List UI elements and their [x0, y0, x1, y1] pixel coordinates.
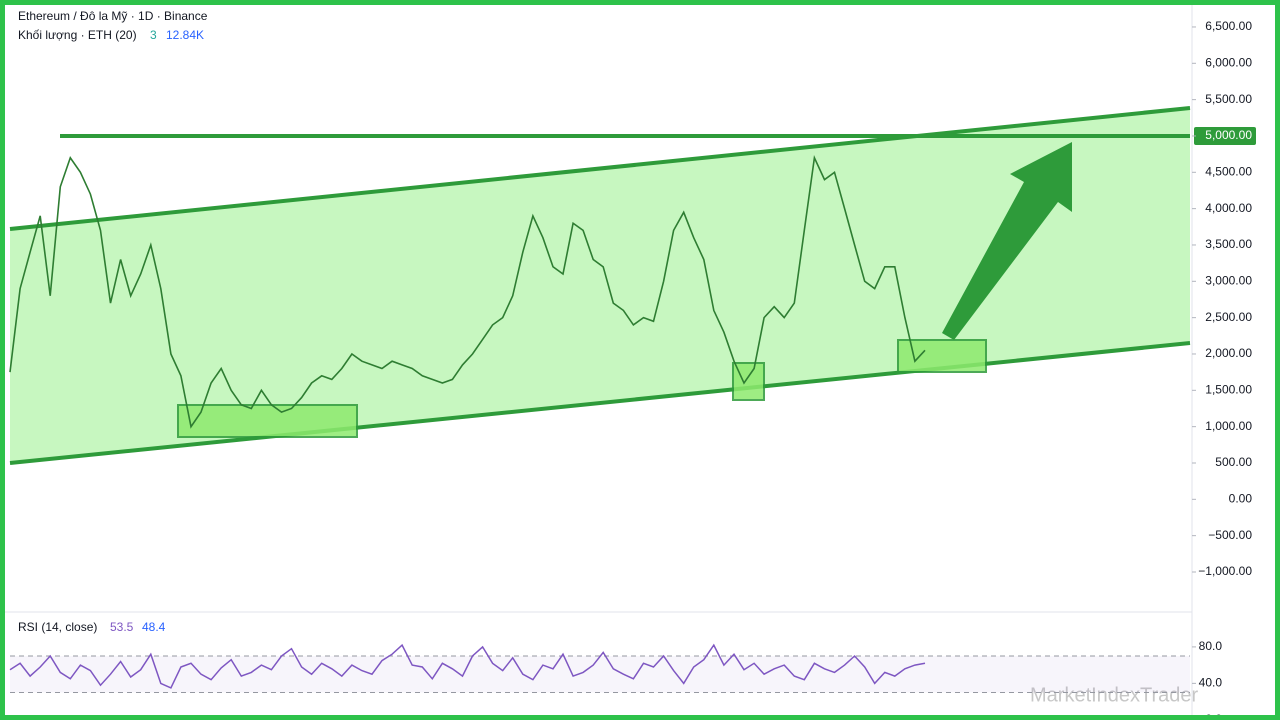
y-tick-label: −500.00	[1208, 528, 1252, 542]
price-line	[9, 154, 926, 429]
y-tick-label: 3,500.00	[1205, 237, 1252, 251]
y-tick-label: 2,500.00	[1205, 310, 1252, 324]
zone-box	[897, 339, 987, 373]
watermark: MarketIndexTrader	[1030, 684, 1199, 706]
y-tick-label: 80.0	[1199, 639, 1223, 653]
rsi-title: RSI (14, close)	[18, 620, 97, 634]
y-tick-label: 1,500.00	[1205, 382, 1252, 396]
y-tick-label: 3,000.00	[1205, 273, 1252, 287]
channel-upper	[9, 106, 1191, 231]
y-tick-label: 0.00	[1229, 491, 1253, 505]
target-arrow	[942, 142, 1072, 340]
rsi-ma-value: 48.4	[142, 620, 166, 634]
channel-lower	[9, 341, 1191, 465]
tick-highlight	[1194, 126, 1256, 145]
y-tick-label: 4,000.00	[1205, 201, 1252, 215]
y-tick-label: −1,000.00	[1198, 564, 1252, 578]
y-tick-label: 6,500.00	[1205, 19, 1252, 33]
channel-fill	[10, 108, 1190, 463]
rsi-value: 53.5	[110, 620, 134, 634]
y-tick-label: 1,000.00	[1205, 419, 1252, 433]
y-tick-label: 5,000.00	[1205, 128, 1252, 142]
y-tick-label: 5,500.00	[1205, 92, 1252, 106]
chart-title: Ethereum / Đô la Mỹ · 1D · Binance	[18, 9, 208, 23]
y-tick-label: 6,000.00	[1205, 55, 1252, 69]
y-tick-label: 500.00	[1215, 455, 1252, 469]
volume-label: Khối lượng · ETH (20)	[18, 28, 137, 42]
rsi-band-fill	[10, 656, 1190, 693]
y-tick-label: 2,000.00	[1205, 346, 1252, 360]
volume-param: 3	[150, 28, 157, 42]
volume-value: 12.84K	[166, 28, 204, 42]
rsi-line	[9, 643, 926, 689]
zone-box	[177, 404, 358, 438]
y-tick-label: 4,500.00	[1205, 164, 1252, 178]
y-tick-label: 40.0	[1199, 676, 1223, 690]
